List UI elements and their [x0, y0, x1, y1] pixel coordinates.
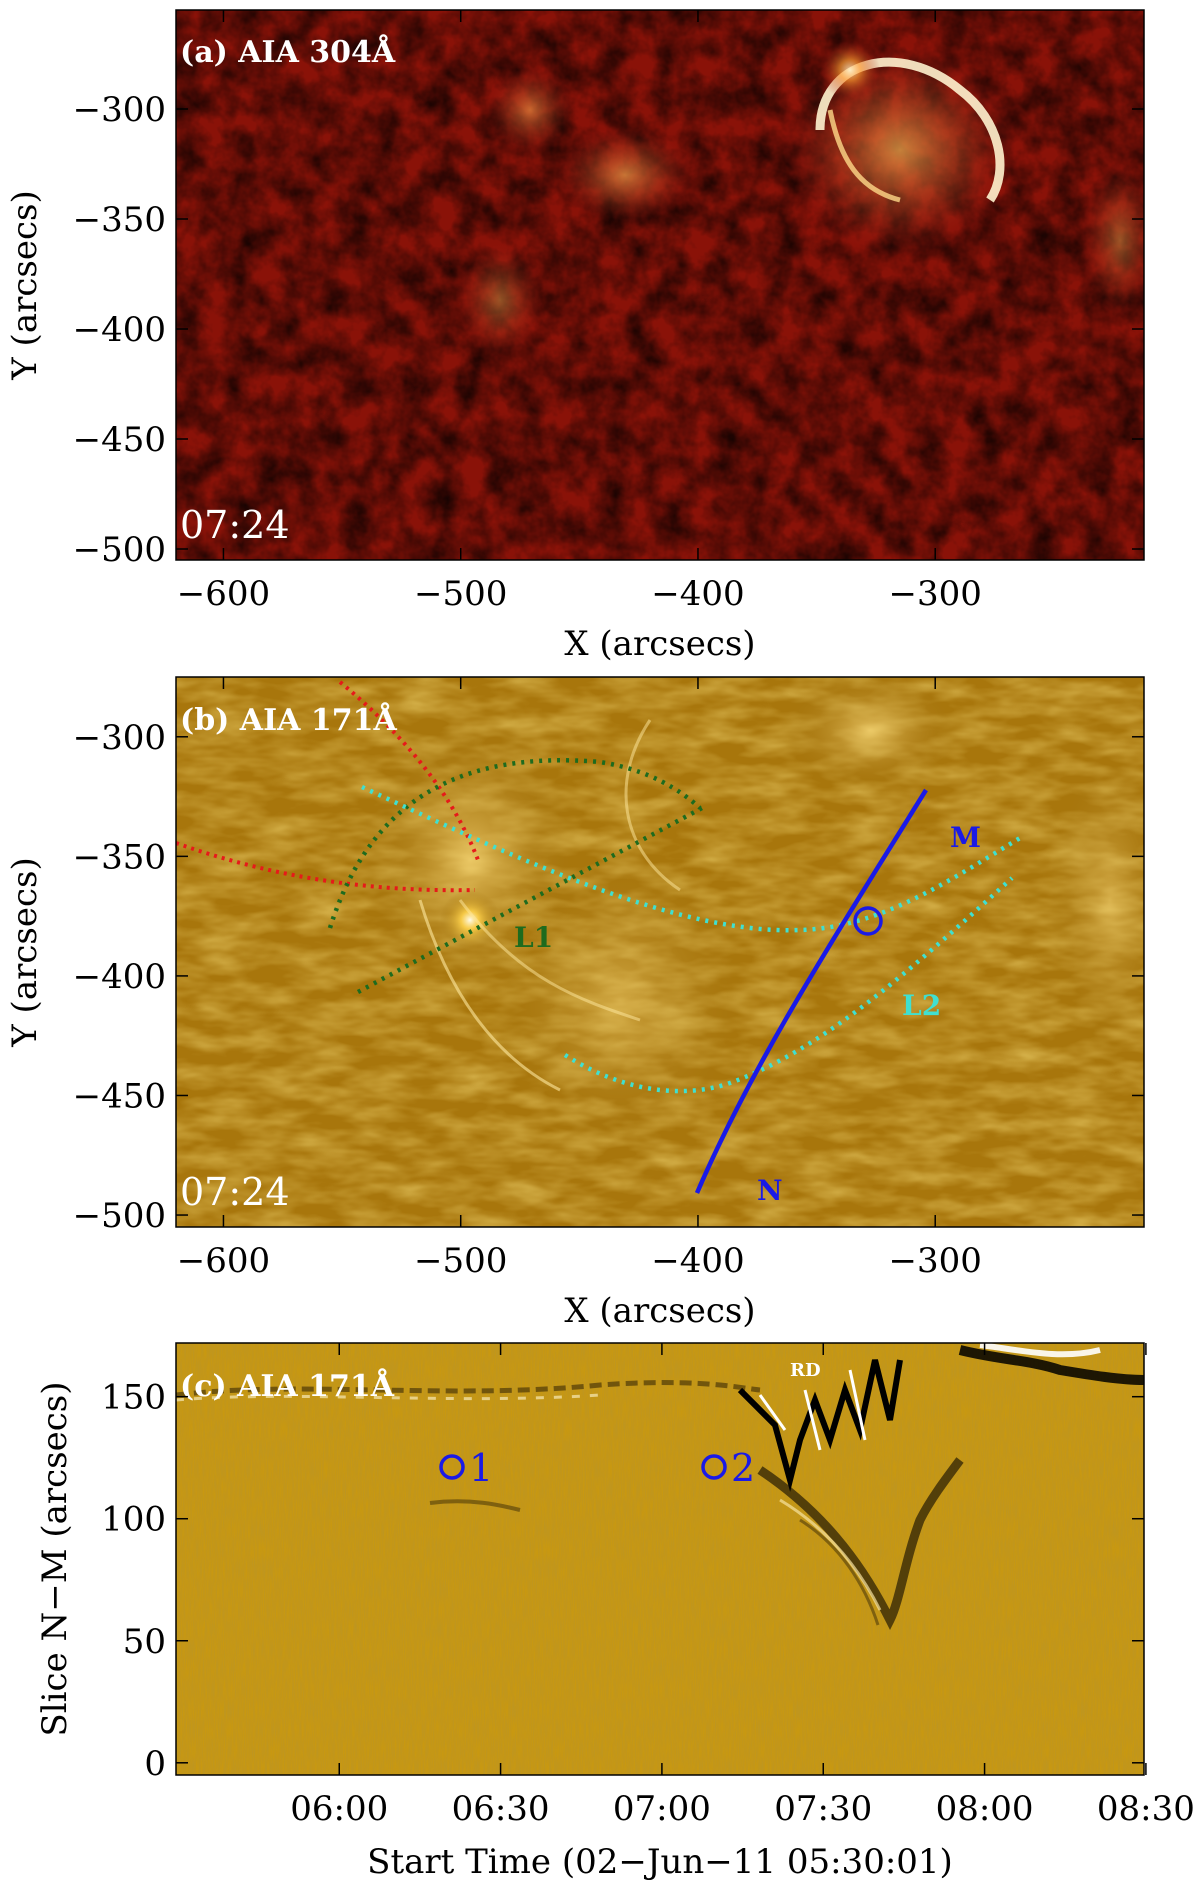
panel-b-xtick-label: −600: [177, 1241, 270, 1281]
panel-c-ytick-label: 0: [144, 1744, 166, 1784]
panel-a-image: [176, 10, 1144, 560]
panel-b-label: (b) AIA 171Å: [180, 702, 397, 738]
panel-a-ytick-label: −350: [73, 200, 166, 240]
marker-2: 2: [701, 1446, 755, 1490]
panel-b-xtick-label: −300: [889, 1241, 982, 1281]
panel-b-timestamp: 07:24: [180, 1170, 290, 1214]
panel-c-image: [176, 1343, 1144, 1775]
annotation-m: M: [950, 821, 981, 854]
panel-b-frame: [175, 676, 1145, 1228]
panel-a-xtick-label: −300: [889, 574, 982, 614]
panel-c-ytick-label: 100: [101, 1500, 166, 1540]
panel-c-ytick-label: 150: [101, 1378, 166, 1418]
panel-a-xtick-label: −500: [414, 574, 507, 614]
panel-a-ytick-label: −450: [73, 420, 166, 460]
panel-c-ylabel: Slice N−M (arcsecs): [35, 1381, 75, 1736]
panel-a-xlabel: X (arcsecs): [564, 624, 755, 664]
panel-b-ytick-label: −450: [73, 1076, 166, 1116]
panel-b-ytick-label: −400: [73, 957, 166, 997]
marker-1-circle: [439, 1454, 465, 1480]
panel-c-xtick-label: 08:00: [936, 1789, 1034, 1829]
slice-circle-marker: [853, 906, 883, 936]
marker-2-label: 2: [731, 1446, 755, 1490]
panel-a-ytick-label: −400: [73, 310, 166, 350]
l1-dotted-loop: [327, 758, 702, 929]
panel-b-xtick-label: −400: [651, 1241, 744, 1281]
marker-1-label: 1: [469, 1446, 493, 1490]
panel-c-xtick-label: 07:00: [613, 1789, 711, 1829]
panel-a-frame: [175, 9, 1145, 561]
panel-c-axes: 06:00 06:30 07:00 07:30 08:00 08:30 0 50 100 150: [101, 1343, 1195, 1829]
panel-a-ytick-label: −300: [73, 90, 166, 130]
panel-a-xtick-label: −600: [177, 574, 270, 614]
marker-2-circle: [701, 1454, 727, 1480]
panel-c-xtick-label: 07:30: [774, 1789, 872, 1829]
panel-a-xtick-label: −400: [651, 574, 744, 614]
panel-c-label: (c) AIA 171Å: [180, 1368, 395, 1404]
panel-c-xtick-label: 08:30: [1097, 1789, 1195, 1829]
panel-b-xtick-label: −500: [414, 1241, 507, 1281]
panel-a: (a) AIA 304Å 07:24 −600 −500 −400 −300−300−…: [5, 9, 1145, 664]
panel-b-xlabel: X (arcsecs): [564, 1291, 755, 1331]
panel-c-frame: [175, 1342, 1145, 1776]
panel-b-ytick-label: −300: [73, 718, 166, 758]
slice-line-nm: [694, 788, 928, 1194]
red-dotted-line-upper: [338, 680, 480, 861]
panel-a-label: (a) AIA 304Å: [180, 34, 396, 70]
red-dotted-line-lower: [176, 841, 476, 893]
panel-b: (b) AIA 171Å 07:24 L1 L2 M N −600 −500 −40…: [5, 676, 1145, 1331]
panel-c-ytick-label: 50: [123, 1622, 166, 1662]
panel-a-ylabel: Y (arcsecs): [5, 190, 45, 380]
panel-c-xlabel: Start Time (02−Jun−11 05:30:01): [367, 1842, 953, 1882]
panel-b-axes: −600 −500 −400 −300 −300 −350 −400 −450 −500: [73, 677, 1144, 1281]
panel-c-xtick-label: 06:30: [452, 1789, 550, 1829]
panel-b-image: [176, 677, 1144, 1227]
panel-a-axes: −600 −500 −400 −300 −300 −350 −400 −450 −500: [73, 10, 1144, 614]
l2-dotted-loop-upper: [361, 784, 1022, 933]
panel-b-ytick-label: −350: [73, 837, 166, 877]
panel-c: (c) AIA 171Å RD 1 2 06:00 06:30 07:00 07:30…: [35, 1342, 1195, 1882]
marker-1: 1: [439, 1446, 493, 1490]
annotation-n: N: [757, 1174, 783, 1207]
panel-b-ylabel: Y (arcsecs): [5, 857, 45, 1047]
panel-a-timestamp: 07:24: [180, 503, 290, 547]
annotation-l1: L1: [514, 921, 553, 954]
panel-b-ytick-label: −500: [73, 1196, 166, 1236]
annotation-rd: RD: [790, 1360, 821, 1381]
l1-dotted-chord: [356, 806, 704, 994]
panel-a-ytick-label: −500: [73, 530, 166, 570]
annotation-l2: L2: [902, 989, 941, 1022]
panel-c-xtick-label: 06:00: [290, 1789, 388, 1829]
